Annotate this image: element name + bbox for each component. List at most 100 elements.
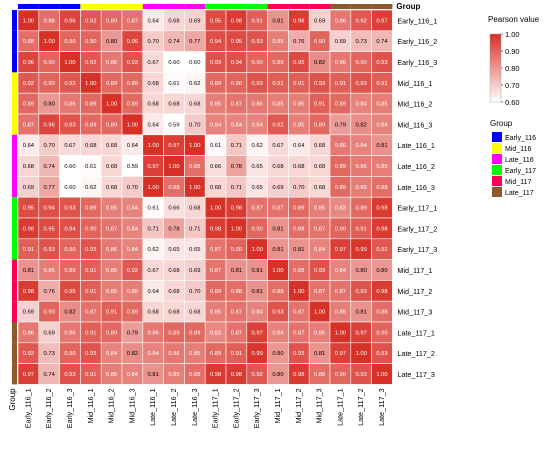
cell-value-label: 0.83 <box>335 206 346 212</box>
cell-value-label: 0.89 <box>85 206 96 212</box>
cell-value-label: 0.97 <box>252 330 263 336</box>
cell-value-label: 0.87 <box>231 102 242 108</box>
cell-value-label: 0.98 <box>376 289 387 295</box>
cell-value-label: 0.70 <box>189 122 200 128</box>
cell-value-label: 1.00 <box>356 351 367 357</box>
cell-value-label: 0.89 <box>335 164 346 170</box>
col-group-bar-cell <box>371 4 393 9</box>
cell-value-label: 0.91 <box>23 247 34 253</box>
cell-value-label: 0.92 <box>356 18 367 24</box>
cell-value-label: 0.60 <box>64 164 75 170</box>
cell-value-label: 0.93 <box>314 268 325 274</box>
cell-value-label: 0.84 <box>252 310 264 316</box>
cell-value-label: 0.68 <box>314 164 325 170</box>
cell-value-label: 0.93 <box>376 351 387 357</box>
col-group-bar-cell <box>267 4 289 9</box>
col-group-bar-cell <box>38 4 60 9</box>
cell-value-label: 0.89 <box>335 102 346 108</box>
cell-value-label: 0.97 <box>356 330 367 336</box>
cell-value-label: 0.93 <box>356 372 367 378</box>
cell-value-label: 1.00 <box>23 18 34 24</box>
cell-value-label: 0.88 <box>168 185 179 191</box>
cell-value-label: 0.68 <box>168 289 179 295</box>
cell-value-label: 0.64 <box>127 143 139 149</box>
row-group-bar-cell <box>12 10 17 31</box>
cell-value-label: 0.85 <box>335 310 346 316</box>
cell-value-label: 0.67 <box>148 60 159 66</box>
cell-value-label: 0.89 <box>127 102 138 108</box>
cell-value-label: 0.86 <box>106 60 117 66</box>
cell-value-label: 0.84 <box>356 102 368 108</box>
colorbar-title: Pearson value <box>488 15 540 24</box>
cell-value-label: 0.85 <box>272 102 283 108</box>
cell-value-label: 0.96 <box>44 122 55 128</box>
cell-value-label: 0.88 <box>376 310 387 316</box>
cell-value-label: 0.98 <box>376 226 387 232</box>
cell-value-label: 0.84 <box>356 143 368 149</box>
cell-value-label: 0.85 <box>376 164 387 170</box>
cell-value-label: 0.91 <box>356 226 367 232</box>
cell-value-label: 0.69 <box>314 18 325 24</box>
cell-value-label: 0.87 <box>293 310 304 316</box>
cell-value-label: 0.68 <box>168 102 179 108</box>
cell-value-label: 1.00 <box>231 226 242 232</box>
cell-value-label: 0.93 <box>64 206 75 212</box>
cell-value-label: 0.84 <box>231 122 243 128</box>
row-group-bar-cell <box>12 301 17 322</box>
cell-value-label: 0.89 <box>189 330 200 336</box>
cell-value-label: 0.98 <box>293 372 304 378</box>
cell-value-label: 0.90 <box>252 60 263 66</box>
cell-value-label: 0.69 <box>189 268 200 274</box>
cell-value-label: 0.62 <box>252 143 263 149</box>
row-group-bar-cell <box>12 134 17 156</box>
cell-value-label: 0.98 <box>23 289 34 295</box>
cell-value-label: 0.68 <box>168 268 179 274</box>
cell-value-label: 0.64 <box>148 18 160 24</box>
cell-value-label: 1.00 <box>210 206 221 212</box>
cell-value-label: 0.91 <box>335 81 346 87</box>
cell-value-label: 0.91 <box>252 18 263 24</box>
cell-value-label: 0.81 <box>376 143 387 149</box>
cell-value-label: 0.82 <box>64 310 75 316</box>
cell-value-label: 0.93 <box>85 247 96 253</box>
column-label: Early_117_2 <box>231 388 240 428</box>
cell-value-label: 0.87 <box>231 330 242 336</box>
cell-value-label: 0.98 <box>376 206 387 212</box>
column-label: Mid_117_1 <box>273 388 282 423</box>
cell-value-label: 0.85 <box>44 268 55 274</box>
row-group-bar-cell <box>12 322 17 343</box>
row-group-bar-cell <box>12 51 17 73</box>
cell-value-label: 0.89 <box>106 18 117 24</box>
cell-value-label: 0.78 <box>168 226 179 232</box>
row-group-label: Group <box>8 388 17 411</box>
cell-value-label: 0.84 <box>106 351 118 357</box>
cell-value-label: 0.89 <box>272 60 283 66</box>
cell-value-label: 0.90 <box>376 330 387 336</box>
column-label: Early_117_3 <box>252 388 261 428</box>
cell-value-label: 0.86 <box>64 102 75 108</box>
cell-value-label: 0.62 <box>189 81 200 87</box>
cell-value-label: 0.81 <box>356 310 367 316</box>
cell-value-label: 0.81 <box>231 268 242 274</box>
cell-value-label: 0.81 <box>252 289 263 295</box>
cell-value-label: 0.74 <box>44 372 56 378</box>
column-label: Late_117_3 <box>377 388 386 425</box>
row-label: Mid_117_3 <box>397 308 432 317</box>
heatmap-cell <box>371 363 393 385</box>
cell-value-label: 0.91 <box>106 310 117 316</box>
row-label: Early_117_1 <box>397 204 437 213</box>
cell-value-label: 0.86 <box>148 330 159 336</box>
col-group-bar-cell <box>142 4 164 9</box>
column-label: Mid_116_1 <box>86 388 95 423</box>
cell-value-label: 1.00 <box>189 185 200 191</box>
row-group-bar-cell <box>12 363 17 385</box>
col-group-label: Group <box>396 2 420 11</box>
cell-value-label: 1.00 <box>64 60 75 66</box>
cell-value-label: 0.87 <box>231 310 242 316</box>
cell-value-label: 0.89 <box>106 81 117 87</box>
row-group-bar-cell <box>12 176 17 198</box>
cell-value-label: 0.70 <box>44 143 55 149</box>
cell-value-label: 0.85 <box>293 122 304 128</box>
cell-value-label: 1.00 <box>44 39 55 45</box>
